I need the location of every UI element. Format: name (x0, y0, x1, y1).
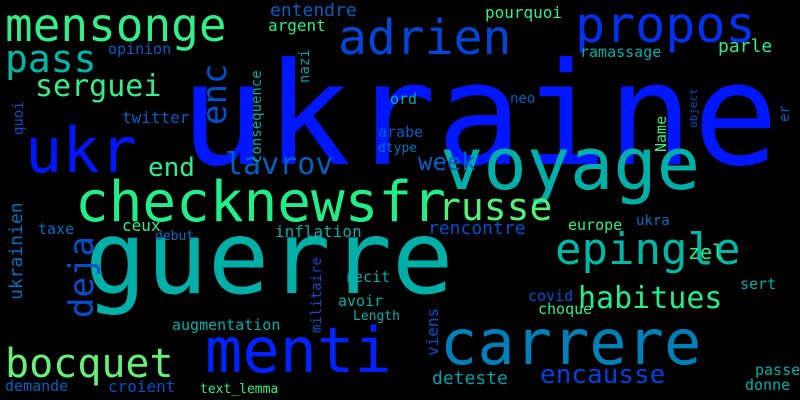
word-deteste: deteste (432, 368, 508, 389)
word-quoi: quoi (11, 101, 27, 135)
word-propos: propos (575, 0, 756, 54)
word-name: Name (652, 115, 670, 152)
word-dtype: dtype (378, 141, 418, 156)
word-donne: donne (745, 376, 791, 394)
word-checknewsfr: checknewsfr (75, 170, 446, 235)
word-ukr: ukr (25, 114, 137, 187)
word-debut: debut (155, 229, 195, 244)
word-covid: covid (528, 287, 574, 305)
word-sert: sert (740, 275, 777, 293)
word-habitues: habitues (578, 281, 723, 316)
word-viens: viens (423, 307, 442, 356)
word-carrere: carrere (440, 306, 702, 379)
word-avoir: avoir (338, 292, 384, 310)
word-parle: parle (718, 36, 773, 57)
word-opinion: opinion (108, 40, 172, 58)
word-rencontre: rencontre (428, 218, 526, 239)
word-nazi: nazi (297, 49, 313, 83)
word-text-lemma: text_lemma (200, 382, 279, 397)
word-deja: deja (62, 236, 102, 318)
word-epingle: epingle (555, 224, 741, 275)
word-ord: ord (390, 90, 418, 108)
word-serguei: serguei (35, 69, 162, 104)
word-entendre: entendre (270, 0, 357, 21)
word-zel: zel (688, 240, 725, 264)
word-recit: recit (345, 268, 391, 286)
word-ramassage: ramassage (580, 43, 662, 61)
word-twitter: twitter (122, 108, 190, 127)
word-inflation: inflation (275, 222, 362, 241)
word-ceux: ceux (122, 216, 161, 235)
word-ukrainien: ukrainien (6, 202, 27, 300)
word-taxe: taxe (38, 220, 75, 238)
word-pass: pass (5, 37, 97, 81)
word-choque: choque (538, 300, 593, 318)
word-militaire: militaire (309, 257, 325, 333)
word-object: object (687, 88, 700, 128)
word-augmentation: augmentation (172, 316, 281, 334)
word-neo: neo (510, 91, 536, 107)
word-bocquet: bocquet (5, 341, 174, 387)
word-passe: passe (755, 361, 800, 379)
word-arabe: arabe (378, 123, 424, 141)
word-menti: menti (205, 314, 392, 387)
word-encausse: encausse (540, 360, 666, 390)
word-croient: croient (108, 377, 176, 396)
word-voyage: voyage (440, 122, 701, 206)
word-length: Length (353, 309, 400, 324)
word-week: week (418, 148, 476, 176)
word-end: end (148, 153, 195, 183)
word-ukraine: ukraine (180, 33, 779, 198)
word-pourquoi: pourquoi (485, 3, 563, 22)
word-lavrov: lavrov (225, 147, 334, 182)
word-argent: argent (268, 16, 326, 35)
word-adrien: adrien (338, 10, 512, 66)
word-enc: enc (195, 63, 235, 125)
word-er: er (777, 105, 793, 122)
word-consequence: consequence (249, 70, 265, 163)
word-europe: europe (568, 216, 623, 234)
word-mensonge: mensonge (5, 0, 227, 52)
word-guerre: guerre (85, 199, 454, 318)
word-demande: demande (5, 377, 69, 395)
word-russe: russe (438, 185, 553, 229)
word-ukra: ukra (636, 213, 670, 229)
